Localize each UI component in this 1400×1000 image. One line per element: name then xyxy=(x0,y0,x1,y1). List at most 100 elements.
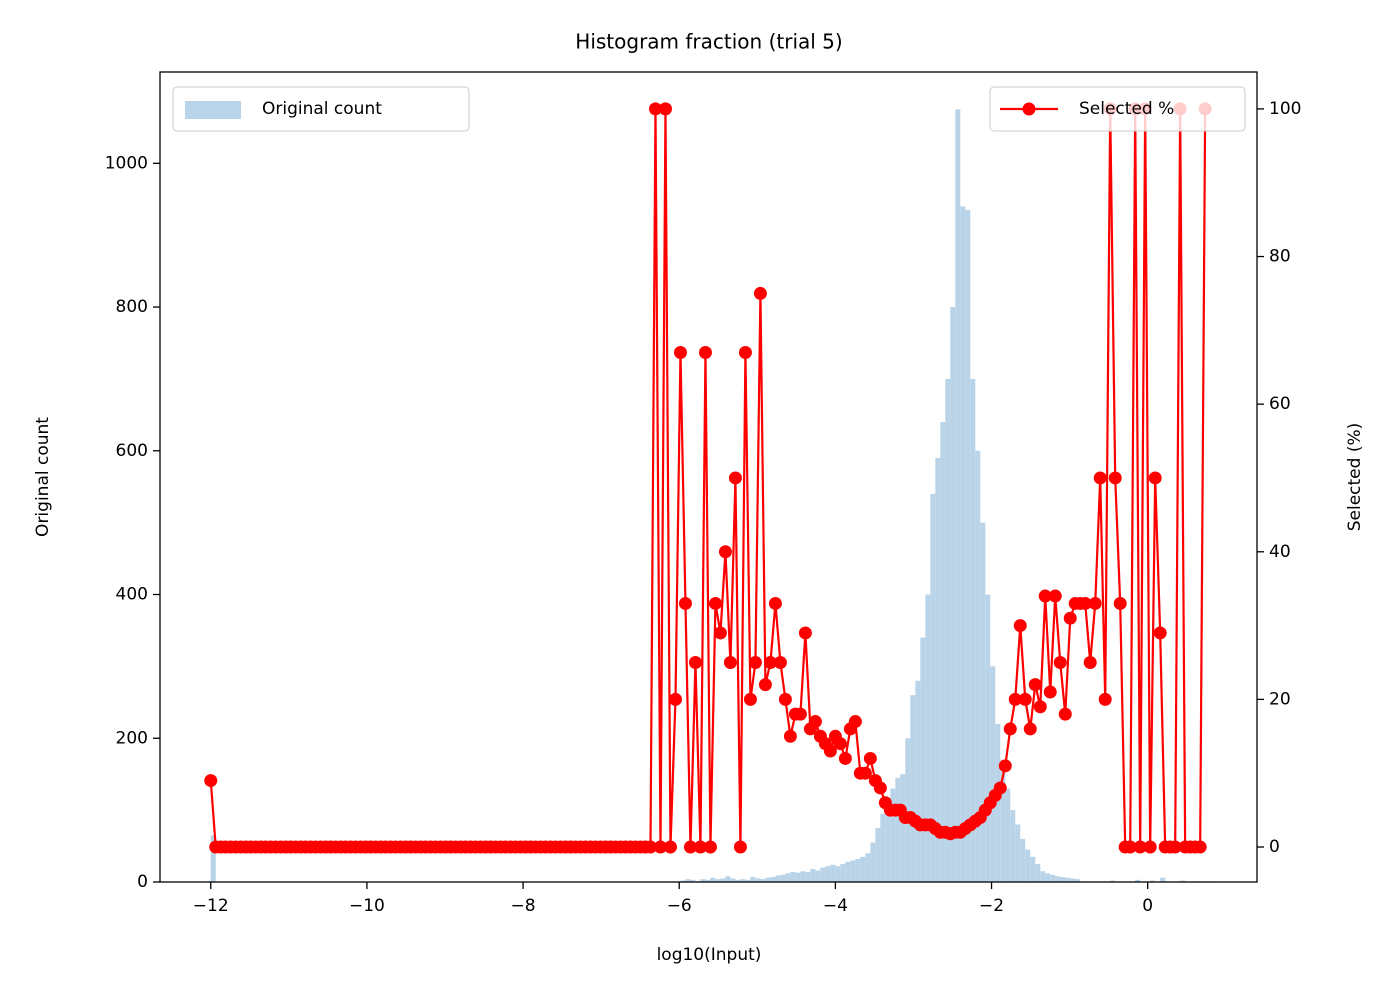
histogram-bar xyxy=(710,877,716,882)
y-tick-label: 0 xyxy=(137,872,148,892)
histogram-bar xyxy=(725,876,731,882)
histogram-bar xyxy=(825,866,831,882)
x-tick-label: −2 xyxy=(979,896,1004,916)
line-marker xyxy=(1093,471,1107,485)
line-marker xyxy=(753,286,767,300)
chart-title: Histogram fraction (trial 5) xyxy=(575,30,842,54)
y2-axis-label: Selected (%) xyxy=(1345,423,1365,532)
histogram-bar xyxy=(1030,856,1036,882)
line-marker xyxy=(1143,840,1157,854)
x-tick-label: −12 xyxy=(193,896,229,916)
histogram-bar xyxy=(715,879,721,882)
histogram-bar xyxy=(970,378,976,882)
histogram-bar xyxy=(1040,871,1046,882)
histogram-bar xyxy=(885,802,891,882)
histogram-bar xyxy=(860,856,866,882)
line-marker xyxy=(1168,840,1182,854)
histogram-bar xyxy=(780,874,786,882)
histogram-bar xyxy=(795,872,801,882)
histogram-bar xyxy=(910,695,916,882)
line-marker xyxy=(758,678,772,692)
y-tick-label: 200 xyxy=(116,728,148,748)
histogram-bar xyxy=(980,522,986,882)
x-tick-label: −8 xyxy=(511,896,536,916)
x-tick-label: −10 xyxy=(349,896,385,916)
x-tick-label: 0 xyxy=(1142,896,1153,916)
line-marker xyxy=(738,345,752,359)
line-marker xyxy=(648,102,662,116)
line-marker xyxy=(663,840,677,854)
histogram-bar xyxy=(810,869,816,882)
histogram-bar xyxy=(1010,810,1016,882)
line-marker xyxy=(848,715,862,729)
histogram-bar xyxy=(820,867,826,882)
x-tick-label: −6 xyxy=(667,896,692,916)
histogram-bar xyxy=(890,788,896,882)
line-marker xyxy=(1063,611,1077,625)
line-marker xyxy=(728,471,742,485)
line-marker xyxy=(673,345,687,359)
legend-swatch xyxy=(185,101,241,119)
line-marker xyxy=(838,751,852,765)
histogram-bar xyxy=(1005,788,1011,882)
line-marker xyxy=(1058,707,1072,721)
line-marker xyxy=(1148,471,1162,485)
line-marker xyxy=(1008,692,1022,706)
y-axis-label: Original count xyxy=(33,417,53,537)
y2-tick-label: 20 xyxy=(1269,689,1291,709)
histogram-bar xyxy=(865,853,871,882)
line-marker xyxy=(823,744,837,758)
histogram-bar xyxy=(905,738,911,882)
histogram-bar xyxy=(955,109,961,883)
histogram-bar xyxy=(720,878,726,882)
line-marker xyxy=(1023,722,1037,736)
line-marker xyxy=(768,596,782,610)
histogram-bar xyxy=(935,457,941,882)
y2-tick-label: 0 xyxy=(1269,837,1280,857)
y2-tick-label: 100 xyxy=(1269,99,1301,119)
histogram-bar xyxy=(835,866,841,882)
histogram-bar xyxy=(975,450,981,882)
histogram-bar xyxy=(1025,849,1031,882)
legend-marker xyxy=(1022,102,1036,116)
line-marker xyxy=(703,840,717,854)
histogram-bar xyxy=(930,493,936,882)
histogram-bar xyxy=(1135,879,1141,882)
histogram-bar xyxy=(1075,879,1081,882)
line-marker xyxy=(873,781,887,795)
line-marker xyxy=(783,729,797,743)
histogram-bar xyxy=(750,876,756,882)
line-marker xyxy=(1048,589,1062,603)
y2-tick-label: 60 xyxy=(1269,394,1291,414)
histogram-bar xyxy=(1070,878,1076,882)
histogram-bar xyxy=(755,878,761,882)
line-marker xyxy=(748,655,762,669)
histogram-bar xyxy=(915,680,921,882)
line-marker xyxy=(204,774,218,788)
histogram-bar xyxy=(765,877,771,882)
y2-tick-label: 40 xyxy=(1269,542,1291,562)
histogram-bar xyxy=(770,876,776,882)
histogram-bar xyxy=(790,871,796,882)
histogram-bar xyxy=(990,666,996,882)
line-marker xyxy=(1108,471,1122,485)
line-marker xyxy=(773,655,787,669)
histogram-bar xyxy=(940,422,946,882)
line-marker xyxy=(713,626,727,640)
histogram-bar xyxy=(1060,876,1066,882)
histogram-bar xyxy=(700,879,706,882)
histogram-bar xyxy=(1055,876,1061,882)
line-marker xyxy=(1113,596,1127,610)
histogram-bar xyxy=(210,835,216,882)
line-marker xyxy=(1038,589,1052,603)
histogram-bar xyxy=(775,875,781,882)
line-marker xyxy=(863,751,877,765)
histogram-bar xyxy=(805,871,811,882)
histogram-bar xyxy=(730,878,736,882)
line-marker xyxy=(763,655,777,669)
histogram-bar xyxy=(760,879,766,882)
line-marker xyxy=(733,840,747,854)
line-marker xyxy=(1043,685,1057,699)
histogram-bar xyxy=(1045,873,1051,882)
